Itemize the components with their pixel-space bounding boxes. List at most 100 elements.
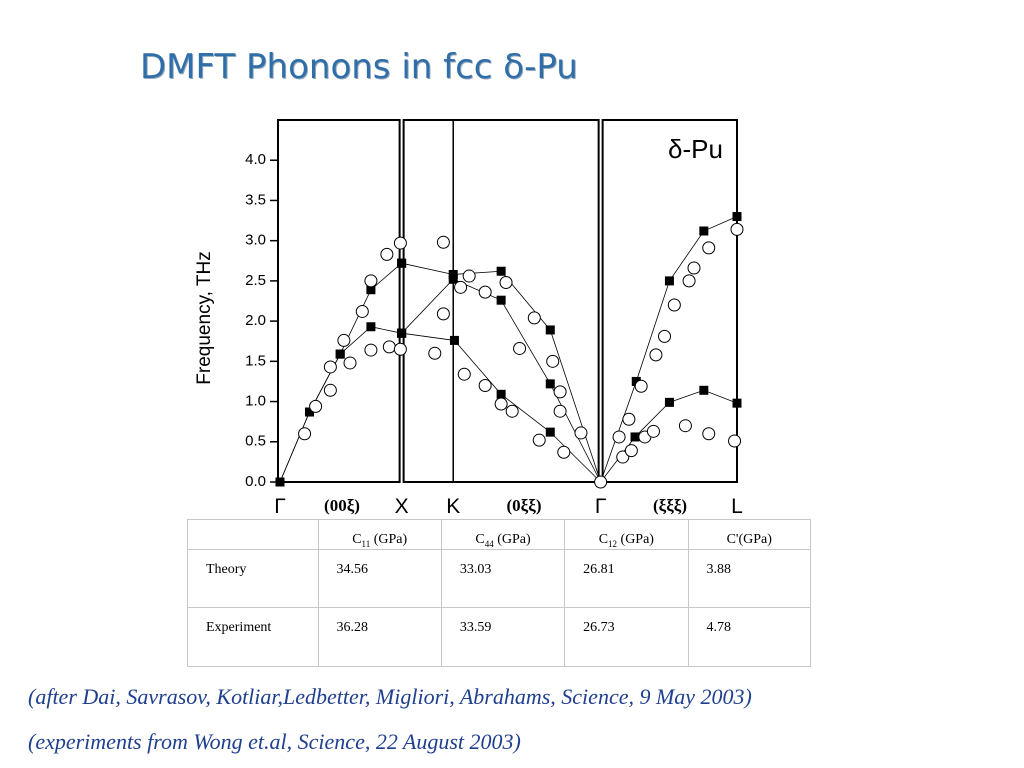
experiment-point [382,340,396,354]
caption: (experiments from Wong et.al, Science, 2… [28,729,521,754]
theory-point [496,295,506,305]
x-tick-label: Γ [595,495,607,518]
experiment-point [687,261,701,275]
experiment-point [702,427,716,441]
x-tick-label: Γ [274,495,286,518]
experiment-point [649,348,663,362]
experiment-point [499,275,513,289]
experiment-point [513,341,527,355]
x-tick-label: K [446,495,460,518]
experiment-point [667,298,681,312]
experiment-point [702,241,716,255]
theory-curve [279,262,402,483]
experiment-point [494,397,508,411]
experiment-point [309,399,323,413]
experiment-point [364,343,378,357]
panel-frame [402,119,600,483]
theory-point [732,398,742,408]
theory-point [448,269,458,279]
theory-point [732,212,742,222]
value-cell: 33.59 [440,607,566,667]
theory-point [545,325,555,335]
experiment-point [527,311,541,325]
theory-point [304,407,314,417]
value-cell: 34.56 [317,548,442,609]
theory-point [449,335,459,345]
theory-point [366,285,376,295]
experiment-point [454,280,468,294]
experiment-point [574,426,588,440]
direction-label: (ξξξ) [653,496,687,515]
slide-title: DMFT Phonons in fcc δ-Pu [140,47,578,87]
y-tick-label: 2.5 [245,272,266,289]
unit: (GPa) [497,532,531,547]
experiment-point [682,274,696,288]
value-cell: 26.73 [564,607,689,667]
experiment-point [678,419,692,433]
experiment-point [436,307,450,321]
symbol: C'(GPa) [726,532,772,547]
theory-point [275,477,285,487]
direction-label: (0ξξ) [507,496,542,515]
header-cell: C11 (GPa) [317,519,442,550]
value-cell: 3.88 [687,548,811,609]
chart: Frequency, THz δ-Pu (00ξ) (0ξξ) (ξξξ) 0.… [194,119,744,518]
experiment-point [612,430,626,444]
theory-point [496,389,506,399]
theory-point [448,274,458,284]
experiment-point [428,346,442,360]
panel-frame [601,119,738,483]
theory-point [664,397,674,407]
theory-point [496,266,506,276]
theory-point [397,328,407,338]
symbol: C [475,532,485,547]
subscript: 44 [484,538,494,549]
experiment-point [393,236,407,250]
experiment-point [624,444,638,458]
theory-point [366,322,376,332]
y-tick-label: 0.5 [245,433,266,450]
y-tick-label: 3.0 [245,232,266,249]
experiment-point [532,433,546,447]
subscript: 12 [608,538,618,549]
experiment-point [728,434,742,448]
value-cell: 4.78 [687,607,811,667]
theory-curve [401,278,601,483]
table-body: Theory 34.56 33.03 26.81 3.88 Experiment 36.28… [187,548,811,667]
experiment-point [478,285,492,299]
experiment-point [364,274,378,288]
header-cell: C12 (GPa) [564,519,689,550]
experiment-point [646,424,660,438]
row-label: Theory [187,548,319,609]
experiment-point [355,304,369,318]
y-tick-label: 4.0 [245,151,266,168]
y-tick-label: 0.0 [245,473,266,490]
theory-point [699,385,709,395]
symbol: C [598,532,609,547]
experiment-point [323,383,337,397]
theory-point [631,376,641,386]
theory-point [545,379,555,389]
experiment-point [557,445,571,459]
header-cell: C'(GPa) [687,519,811,550]
y-axis-label: Frequency, THz [194,251,215,384]
experiment-point [337,333,351,347]
theory-point [699,226,709,236]
value-cell: 36.28 [317,607,442,667]
theory-point [397,258,407,268]
y-tick-label: 2.0 [245,312,266,329]
experiment-point [478,378,492,392]
experiment-point [380,247,394,261]
value-cell: 26.81 [564,548,689,609]
header-cell: C44 (GPa) [440,519,566,550]
experiment-point [457,367,471,381]
theory-point [545,427,555,437]
experiment-point [546,354,560,368]
experiment-point [505,404,519,418]
table-row: Theory 34.56 33.03 26.81 3.88 [187,548,811,609]
value-cell: 33.03 [440,548,566,609]
experiment-point [730,222,744,236]
unit: (GPa) [373,532,408,547]
subscript: 11 [361,538,371,549]
